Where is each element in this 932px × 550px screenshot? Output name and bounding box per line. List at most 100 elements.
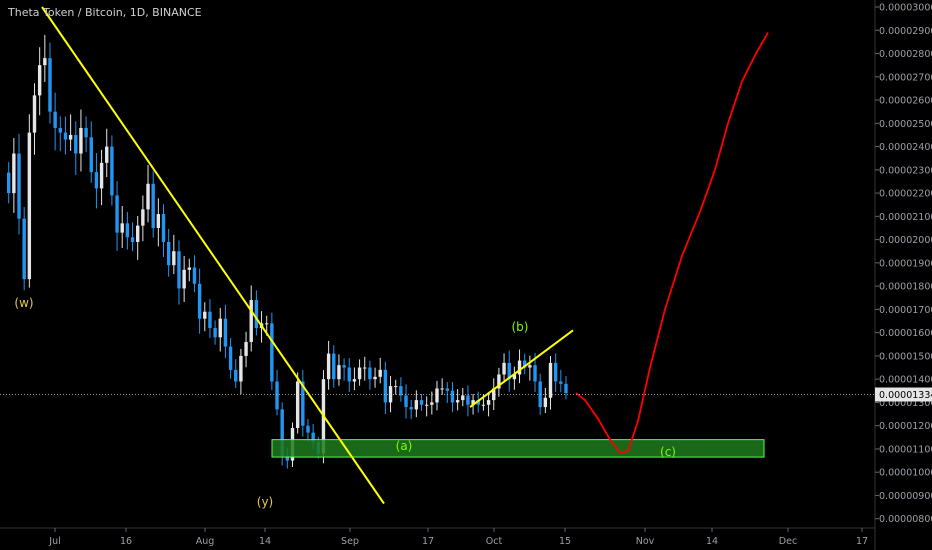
candle-body — [352, 379, 357, 382]
candle-body — [146, 183, 150, 210]
candle-body — [430, 402, 434, 405]
candle-body — [84, 127, 88, 138]
time-tick-label: 17 — [422, 536, 434, 547]
candle-body — [311, 432, 315, 442]
price-tick-label: 0.00001900 — [879, 258, 932, 269]
candle-body — [285, 455, 290, 461]
candle-body — [378, 369, 382, 377]
candle-body — [548, 362, 553, 398]
candle-body — [450, 390, 455, 403]
current-price-text: 0.00001334 — [879, 390, 932, 401]
candle-body — [223, 318, 228, 347]
candle-body — [409, 407, 413, 410]
candle-body — [32, 95, 37, 133]
price-tick-label: 0.00001200 — [879, 421, 932, 432]
candle-body — [110, 146, 114, 196]
candle-body — [89, 137, 93, 173]
candle-body — [357, 367, 362, 380]
overlays-layer: (w) (y) (a) (b) (c) — [0, 6, 875, 509]
candle-body — [105, 146, 109, 163]
candle-body — [172, 251, 176, 266]
candle-body — [471, 400, 475, 405]
price-axis[interactable]: 0.00000800 0.00000900 0.00001000 0.00001100… — [874, 0, 932, 550]
candle-body — [74, 134, 78, 154]
candle-body — [342, 365, 346, 368]
time-axis[interactable]: Jul 16 Aug 14 Sep 17 Oct 15 Nov 14 Dec 17 — [0, 527, 875, 547]
candle-body — [326, 353, 331, 380]
price-tick-label: 0.00002200 — [879, 189, 932, 200]
candle-body — [419, 400, 424, 405]
chart-title: Theta Token / Bitcoin, 1D, BINANCE — [8, 6, 202, 19]
candle-body — [53, 111, 57, 128]
candle-body — [440, 388, 444, 390]
candle-body — [99, 162, 104, 189]
candle-body — [270, 323, 274, 382]
time-tick-label: Sep — [341, 536, 359, 547]
time-tick-label: 16 — [120, 536, 132, 547]
candle-body — [48, 58, 52, 112]
candle-body — [136, 225, 140, 242]
candle-body — [373, 376, 377, 380]
candle-body — [244, 341, 248, 356]
time-tick-label: 15 — [559, 536, 571, 547]
candle-body — [79, 127, 83, 154]
time-tick-label: Jul — [48, 536, 60, 547]
candle-body — [461, 395, 465, 401]
candle-body — [151, 183, 155, 228]
downtrend-line — [41, 6, 385, 505]
candle-body — [141, 209, 145, 226]
candle-body — [523, 360, 527, 368]
candle-body — [481, 404, 486, 406]
candle-body — [295, 381, 300, 429]
candle-body — [249, 300, 253, 342]
candle-body — [528, 365, 532, 368]
candle-body — [533, 365, 537, 382]
candle-body — [115, 195, 119, 233]
price-tick-label: 0.00002600 — [879, 96, 932, 107]
time-tick-label: Dec — [779, 536, 797, 547]
candle-body — [347, 367, 351, 382]
candle-body — [306, 425, 310, 433]
wave-label-w: (w) — [14, 296, 33, 310]
candle-body — [218, 318, 222, 338]
candle-body — [564, 383, 568, 394]
price-tick-label: 0.00001700 — [879, 305, 932, 316]
candle-body — [559, 381, 563, 384]
price-tick-label: 0.00002000 — [879, 235, 932, 246]
time-tick-label: Aug — [196, 536, 215, 547]
support-zone — [271, 439, 765, 458]
candle-body — [203, 311, 207, 319]
candle-body — [404, 395, 408, 408]
candle-body — [486, 400, 491, 405]
candle-body — [125, 223, 130, 238]
candle-body — [43, 58, 47, 66]
price-tick-label: 0.00001500 — [879, 351, 932, 362]
time-tick-label: Nov — [636, 536, 655, 547]
price-tick-label: 0.00002800 — [879, 49, 932, 60]
candle-body — [94, 172, 99, 189]
candle-body — [414, 400, 419, 410]
price-tick-label: 0.00003000 — [879, 3, 932, 14]
price-tick-label: 0.00002300 — [879, 165, 932, 176]
wave-label-a: (a) — [396, 439, 413, 453]
candle-body — [197, 283, 202, 319]
candle-body — [17, 153, 21, 219]
time-tick-label: Oct — [486, 536, 503, 547]
candle-body — [502, 362, 506, 375]
price-tick-label: 0.00001100 — [879, 444, 932, 455]
candle-body — [435, 388, 439, 403]
wave-b-trendline — [469, 329, 574, 408]
candle-body — [337, 365, 341, 380]
candle-body — [383, 369, 388, 403]
candle-body — [239, 355, 243, 382]
price-tick-label: 0.00002400 — [879, 142, 932, 153]
candle-body — [58, 127, 62, 133]
wave-label-c: (c) — [660, 445, 676, 459]
candle-body — [466, 395, 470, 405]
candle-body — [301, 381, 305, 426]
candle-body — [399, 386, 403, 396]
candle-body — [394, 386, 398, 388]
price-tick-label: 0.00000800 — [879, 514, 932, 525]
